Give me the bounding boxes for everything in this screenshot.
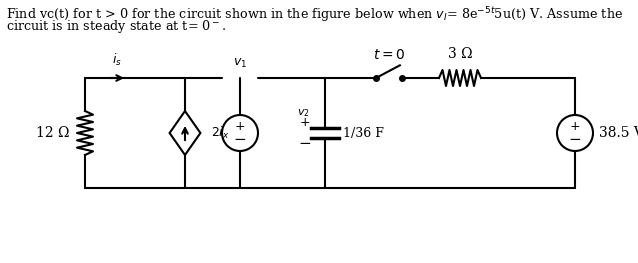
Text: $i_s$: $i_s$ bbox=[112, 52, 122, 68]
Text: Find vc(t) for t > 0 for the circuit shown in the figure below when $v_I$= 8e$^{: Find vc(t) for t > 0 for the circuit sho… bbox=[6, 5, 623, 25]
Text: 12 Ω: 12 Ω bbox=[36, 126, 69, 140]
Text: +: + bbox=[570, 120, 581, 134]
Text: $v_1$: $v_1$ bbox=[233, 57, 247, 70]
Text: 3 Ω: 3 Ω bbox=[448, 47, 472, 61]
Text: −: − bbox=[299, 135, 311, 150]
Text: −: − bbox=[568, 133, 581, 148]
Text: +: + bbox=[300, 117, 310, 129]
Text: −: − bbox=[234, 133, 246, 148]
Text: $t = 0$: $t = 0$ bbox=[373, 48, 405, 62]
Text: $2i_x$: $2i_x$ bbox=[211, 125, 230, 141]
Text: 1/36 F: 1/36 F bbox=[343, 127, 384, 139]
Text: $v_2$: $v_2$ bbox=[297, 107, 309, 119]
Text: +: + bbox=[235, 120, 246, 134]
Text: 38.5 V: 38.5 V bbox=[599, 126, 638, 140]
Text: circuit is in steady state at t= 0$^-$.: circuit is in steady state at t= 0$^-$. bbox=[6, 18, 226, 35]
